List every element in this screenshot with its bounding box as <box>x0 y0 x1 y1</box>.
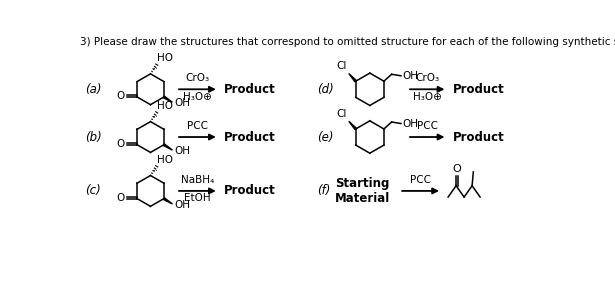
Text: (f): (f) <box>317 184 330 197</box>
Text: HO: HO <box>157 53 173 63</box>
Text: OH: OH <box>174 200 190 210</box>
Text: H₃O⊕: H₃O⊕ <box>413 92 442 102</box>
Text: Product: Product <box>224 184 276 197</box>
Text: OH: OH <box>174 98 190 108</box>
Text: Cl: Cl <box>337 61 347 71</box>
Text: O: O <box>116 193 125 203</box>
Text: (b): (b) <box>85 131 101 144</box>
Text: H₃O⊕: H₃O⊕ <box>183 92 212 102</box>
Text: ...: ... <box>151 112 158 118</box>
Text: Product: Product <box>224 131 276 144</box>
Text: CrO₃: CrO₃ <box>185 73 210 83</box>
Text: HO: HO <box>157 155 173 165</box>
Text: (c): (c) <box>85 184 100 197</box>
Text: OH: OH <box>174 146 190 156</box>
Text: O: O <box>116 91 125 101</box>
Text: PCC: PCC <box>410 175 431 185</box>
Text: OH: OH <box>403 118 419 129</box>
Polygon shape <box>164 198 172 204</box>
Text: Cl: Cl <box>337 109 347 119</box>
Text: HO: HO <box>157 101 173 111</box>
Text: EtOH: EtOH <box>184 193 211 203</box>
Text: (e): (e) <box>317 131 333 144</box>
Polygon shape <box>349 121 357 129</box>
Polygon shape <box>164 96 172 102</box>
Text: ...: ... <box>151 166 158 172</box>
Text: O: O <box>116 139 125 149</box>
Text: Starting
Material: Starting Material <box>335 177 390 205</box>
Text: NaBH₄: NaBH₄ <box>181 175 214 185</box>
Text: Product: Product <box>453 83 504 96</box>
Text: CrO₃: CrO₃ <box>415 73 439 83</box>
Text: Product: Product <box>224 83 276 96</box>
Text: O: O <box>453 164 461 174</box>
Text: (d): (d) <box>317 83 334 96</box>
Text: (a): (a) <box>85 83 101 96</box>
Polygon shape <box>164 144 172 150</box>
Polygon shape <box>349 74 357 82</box>
Text: 3) Please draw the structures that correspond to omitted structure for each of t: 3) Please draw the structures that corre… <box>80 37 615 47</box>
Text: PCC: PCC <box>417 121 438 131</box>
Text: Product: Product <box>453 131 504 144</box>
Text: PCC: PCC <box>187 121 208 131</box>
Text: OH: OH <box>403 71 419 81</box>
Text: ...: ... <box>151 64 158 70</box>
